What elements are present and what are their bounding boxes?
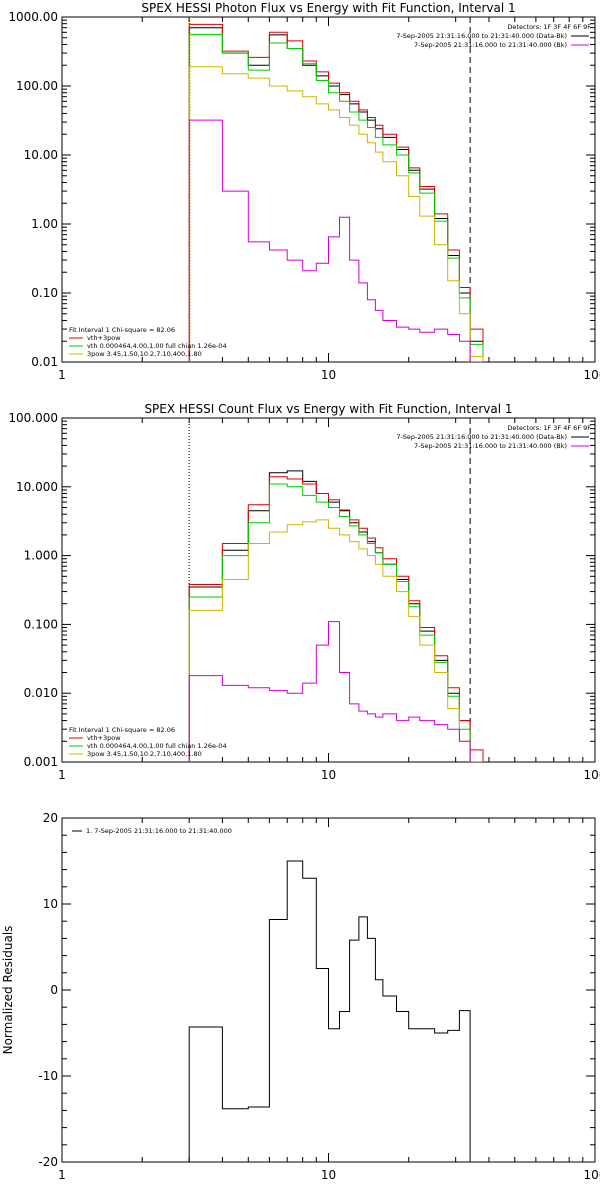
y-axis-label: Normalized Residuals <box>1 926 15 1055</box>
series-line-vth <box>188 483 484 762</box>
legend-detectors: Detectors: 1F 3F 4F 6F 9F <box>507 424 591 432</box>
legend-bottom-left: Fit Interval 1 Chi-square = 82.06vth+3po… <box>69 726 227 758</box>
legend-entry-bk: 7-Sep-2005 21:31:16.000 to 21:31:40.000 … <box>414 41 567 49</box>
y-tick-label: 100.00 <box>16 79 58 93</box>
series-line-3pow <box>188 66 484 362</box>
y-tick-label: 20 <box>43 811 58 825</box>
y-tick-label: 100.000 <box>8 411 58 425</box>
y-tick-label: -10 <box>38 1069 58 1083</box>
legend-entry: vth+3pow <box>87 734 121 742</box>
legend-entry: vth 0.000464,4.00,1.00 full chian 1.26e-… <box>87 742 227 750</box>
y-tick-label: 10.000 <box>16 480 58 494</box>
y-tick-label: 1.000 <box>24 549 58 563</box>
chart-panel-2: SPEX HESSI Count Flux vs Energy with Fit… <box>8 402 600 782</box>
x-tick-label: 10 <box>321 768 336 782</box>
legend-entry: 3pow 3.45,1.50,10.2,7.10,400,1.80 <box>87 350 202 358</box>
legend-entry: 3pow 3.45,1.50,10.2,7.10,400,1.80 <box>87 750 202 758</box>
x-tick-label: 100 <box>584 768 600 782</box>
x-tick-label: 1 <box>58 368 66 382</box>
x-tick-label: 10 <box>321 1168 336 1182</box>
series-line-vth-3pow <box>188 476 484 762</box>
legend-bottom-left: Fit Interval 1 Chi-square = 82.06vth+3po… <box>69 326 227 358</box>
series-line-vth-3pow <box>188 23 484 362</box>
legend-entry-data-bk: 7-Sep-2005 21:31:16.000 to 21:31:40.000 … <box>396 433 567 441</box>
y-tick-label: 0.010 <box>24 686 58 700</box>
legend-fit-title: Fit Interval 1 Chi-square = 82.06 <box>69 326 175 334</box>
y-tick-label: 10 <box>43 897 58 911</box>
x-tick-label: 100 <box>584 1168 600 1182</box>
chart-panel-3: 1 10 100 -20 -10 0 10 20 Normalized Residuals 1. … <box>1 811 600 1182</box>
y-tick-label: 0.001 <box>24 755 58 769</box>
series-group <box>188 860 471 1162</box>
legend-residuals: 1. 7-Sep-2005 21:31:16.000 to 21:31:40.0… <box>72 827 232 835</box>
series-line-bk <box>188 621 471 762</box>
legend-top-right: Detectors: 1F 3F 4F 6F 9F7-Sep-2005 21:3… <box>396 23 591 49</box>
legend-entry: vth+3pow <box>87 334 121 342</box>
y-tick-label: 0.10 <box>31 286 58 300</box>
y-tick-label: 1.00 <box>31 217 58 231</box>
series-line-residuals <box>188 860 471 1162</box>
series-line-3pow <box>188 519 471 762</box>
y-tick-label: 0.01 <box>31 355 58 369</box>
chart-title: SPEX HESSI Count Flux vs Energy with Fit… <box>144 402 512 416</box>
series-line-data-bk <box>188 27 484 362</box>
legend-entry-interval: 1. 7-Sep-2005 21:31:16.000 to 21:31:40.0… <box>86 827 232 835</box>
series-group <box>188 470 484 762</box>
series-line-data-bk <box>188 470 484 762</box>
chart-panel-1: SPEX HESSI Photon Flux vs Energy with Fi… <box>8 1 600 382</box>
x-tick-label: 100 <box>584 368 600 382</box>
series-line-vth <box>188 33 484 362</box>
y-tick-label: 0 <box>50 983 58 997</box>
y-tick-label: -20 <box>38 1155 58 1169</box>
legend-top-right: Detectors: 1F 3F 4F 6F 9F7-Sep-2005 21:3… <box>396 424 591 450</box>
plot-frame <box>61 417 596 763</box>
legend-entry: vth 0.000464,4.00,1.00 full chian 1.26e-… <box>87 342 227 350</box>
y-tick-label: 0.100 <box>24 617 58 631</box>
legend-entry-data-bk: 7-Sep-2005 21:31:16.000 to 21:31:40.000 … <box>396 32 567 40</box>
series-group <box>188 23 484 362</box>
legend-detectors: Detectors: 1F 3F 4F 6F 9F <box>507 23 591 31</box>
plot-frame <box>61 16 596 363</box>
x-tick-label: 10 <box>321 368 336 382</box>
legend-entry-bk: 7-Sep-2005 21:31:16.000 to 21:31:40.000 … <box>414 442 567 450</box>
x-tick-label: 1 <box>58 1168 66 1182</box>
legend-fit-title: Fit Interval 1 Chi-square = 82.06 <box>69 726 175 734</box>
y-tick-label: 1000.00 <box>8 10 58 24</box>
series-line-bk <box>188 119 484 362</box>
y-tick-label: 10.00 <box>24 148 58 162</box>
x-tick-label: 1 <box>58 768 66 782</box>
chart-title: SPEX HESSI Photon Flux vs Energy with Fi… <box>141 1 515 15</box>
